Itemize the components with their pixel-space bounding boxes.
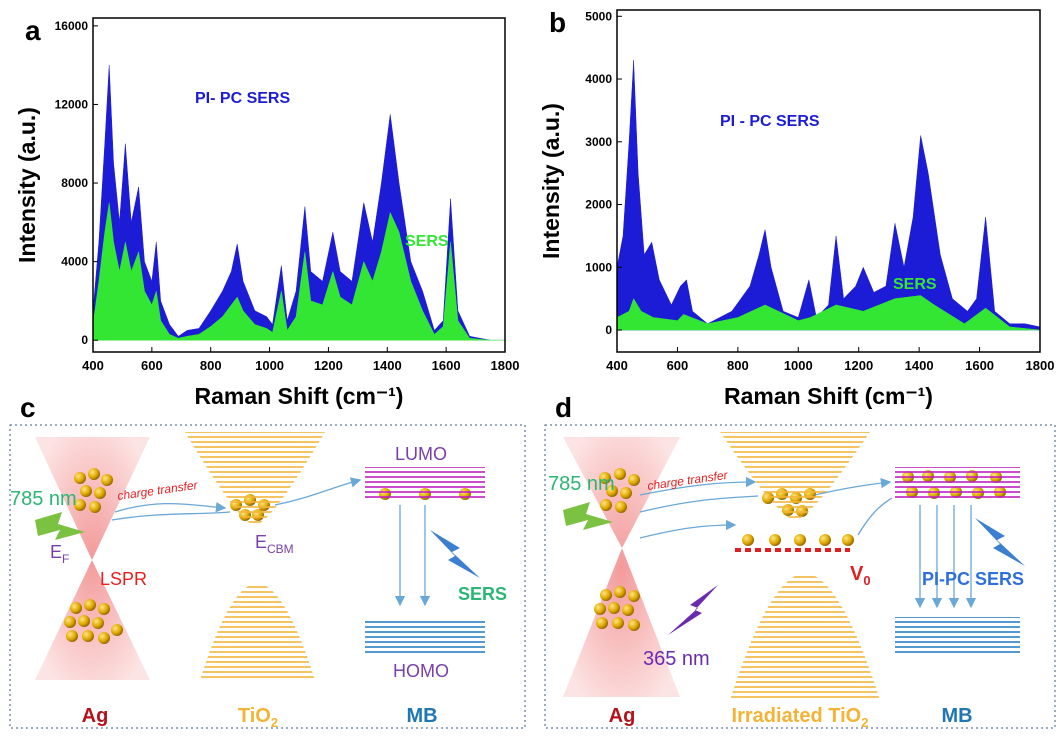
y-tick-label: 4000 (585, 72, 612, 86)
diagram-c: c 785 nm charge transfer EF LSPR ECBM LU… (9, 392, 526, 730)
mb-label: MB (406, 705, 437, 727)
y-tick-label: 4000 (61, 255, 88, 269)
laser-bolt (563, 502, 613, 530)
tio2-label: TiO2 (238, 705, 278, 730)
uv-bolt (668, 585, 718, 635)
valence-band (730, 573, 880, 700)
x-tick-label: 1600 (965, 358, 994, 373)
arrow (111, 511, 231, 521)
arrow (274, 477, 362, 506)
arrow (639, 476, 757, 496)
homo-band (895, 617, 1020, 653)
x-tick-label: 1800 (1026, 358, 1055, 373)
spectrum-area (616, 295, 1041, 331)
conduction-band (720, 432, 870, 520)
fermi-label: EF (50, 542, 69, 566)
x-axis-title: Raman Shift (cm⁻¹) (195, 383, 404, 409)
annotation: PI - PC SERS (720, 113, 820, 130)
uv-label: 365 nm (643, 648, 710, 670)
mb-label: MB (941, 705, 972, 727)
x-tick-label: 800 (200, 358, 222, 373)
y-tick-label: 12000 (55, 97, 89, 111)
x-tick-label: 400 (82, 358, 104, 373)
plot-frame (616, 9, 1041, 353)
laser-label: 785 nm (10, 488, 77, 510)
y-axis-title: Intensity (a.u.) (14, 107, 40, 263)
x-tick-label: 1200 (314, 358, 343, 373)
arrow (639, 495, 759, 513)
x-tick-label: 1800 (491, 358, 520, 373)
ecbm-label: ECBM (255, 532, 294, 556)
v0-label: V0 (850, 563, 871, 588)
panel-label: d (555, 392, 572, 423)
x-tick-label: 400 (606, 358, 628, 373)
sers-label: PI-PC SERS (922, 569, 1024, 589)
y-tick-label: 0 (81, 333, 88, 347)
x-tick-label: 1000 (784, 358, 813, 373)
x-tick-label: 1200 (844, 358, 873, 373)
lumo-band (365, 467, 485, 499)
arrow (639, 519, 737, 539)
x-tick-label: 1000 (255, 358, 284, 373)
annotation: PI- PC SERS (195, 90, 290, 107)
panel-label: c (20, 392, 36, 423)
sers-bolt (430, 530, 480, 578)
y-tick-label: 3000 (585, 135, 612, 149)
panel-frame (544, 424, 1056, 729)
sers-bolt (975, 518, 1025, 566)
valence-band (200, 583, 315, 680)
ag-label: Ag (82, 705, 109, 727)
conduction-band (185, 432, 325, 525)
annotation: SERS (893, 276, 937, 293)
homo-label: HOMO (393, 661, 449, 681)
y-tick-label: 16000 (55, 19, 89, 33)
y-axis-title: Intensity (a.u.) (538, 103, 564, 259)
x-axis-title: Raman Shift (cm⁻¹) (724, 383, 933, 409)
diagram-d: d 785 nm charge transfer V0 365 nm PI-PC… (544, 392, 1056, 730)
y-tick-label: 5000 (585, 9, 612, 23)
arrow (857, 497, 893, 536)
lumo-band (895, 467, 1020, 501)
tio2-label: Irradiated TiO2 (732, 705, 869, 730)
y-tick-label: 1000 (585, 260, 612, 274)
spectrum-area (92, 202, 505, 341)
sers-label: SERS (458, 584, 507, 604)
x-tick-label: 1600 (432, 358, 461, 373)
x-tick-label: 1400 (905, 358, 934, 373)
spectrum-area (616, 60, 1041, 331)
ag-cone (563, 437, 680, 697)
annotation: SERS (405, 233, 449, 250)
panel-frame (9, 424, 526, 729)
homo-band (365, 618, 485, 655)
arrow (114, 502, 227, 513)
x-tick-label: 1400 (373, 358, 402, 373)
x-tick-label: 600 (141, 358, 163, 373)
laser-label: 785 nm (548, 473, 615, 495)
panel-label: a (25, 15, 41, 46)
lumo-label: LUMO (395, 444, 447, 464)
panel-label: b (549, 7, 566, 38)
x-tick-label: 800 (727, 358, 749, 373)
y-tick-label: 0 (605, 323, 612, 337)
ag-label: Ag (609, 705, 636, 727)
x-tick-label: 600 (667, 358, 689, 373)
laser-bolt (35, 512, 85, 540)
plot-frame (92, 17, 506, 353)
y-tick-label: 8000 (61, 176, 88, 190)
lspr-label: LSPR (100, 569, 147, 589)
arrow (814, 477, 892, 496)
ag-cone (35, 437, 150, 680)
y-tick-label: 2000 (585, 198, 612, 212)
